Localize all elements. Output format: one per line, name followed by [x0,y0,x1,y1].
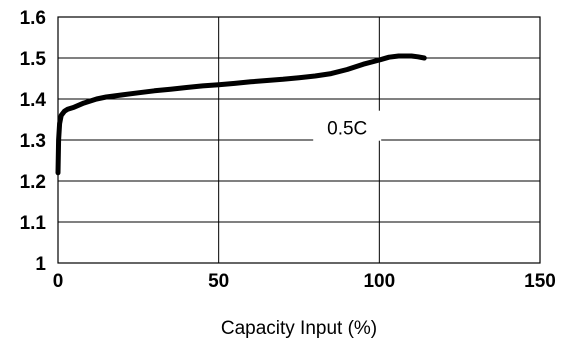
y-tick-label: 1.4 [20,90,47,111]
y-tick-label: 1.5 [20,49,47,70]
annotation-bg [313,110,382,141]
y-tick-label: 1 [35,254,46,275]
y-tick-label: 1.2 [20,172,46,193]
tick-labels: 0 50 100 150 1 1.1 1.2 1.3 1.4 1.5 1.6 [20,8,556,292]
series-line [55,53,427,176]
y-tick-label: 1.3 [20,131,46,152]
annotation-layer: 0.5C [313,110,382,141]
x-tick-label: 50 [208,271,229,292]
y-tick-label: 1.1 [20,213,47,234]
grid [58,17,540,263]
y-tick-label: 1.6 [20,8,46,29]
series-layer [55,53,427,176]
x-tick-label: 100 [363,271,395,292]
x-axis-title: Capacity Input (%) [221,318,377,339]
annotation-label: 0.5C [327,119,367,140]
x-tick-label: 150 [524,271,556,292]
x-tick-label: 0 [53,271,64,292]
